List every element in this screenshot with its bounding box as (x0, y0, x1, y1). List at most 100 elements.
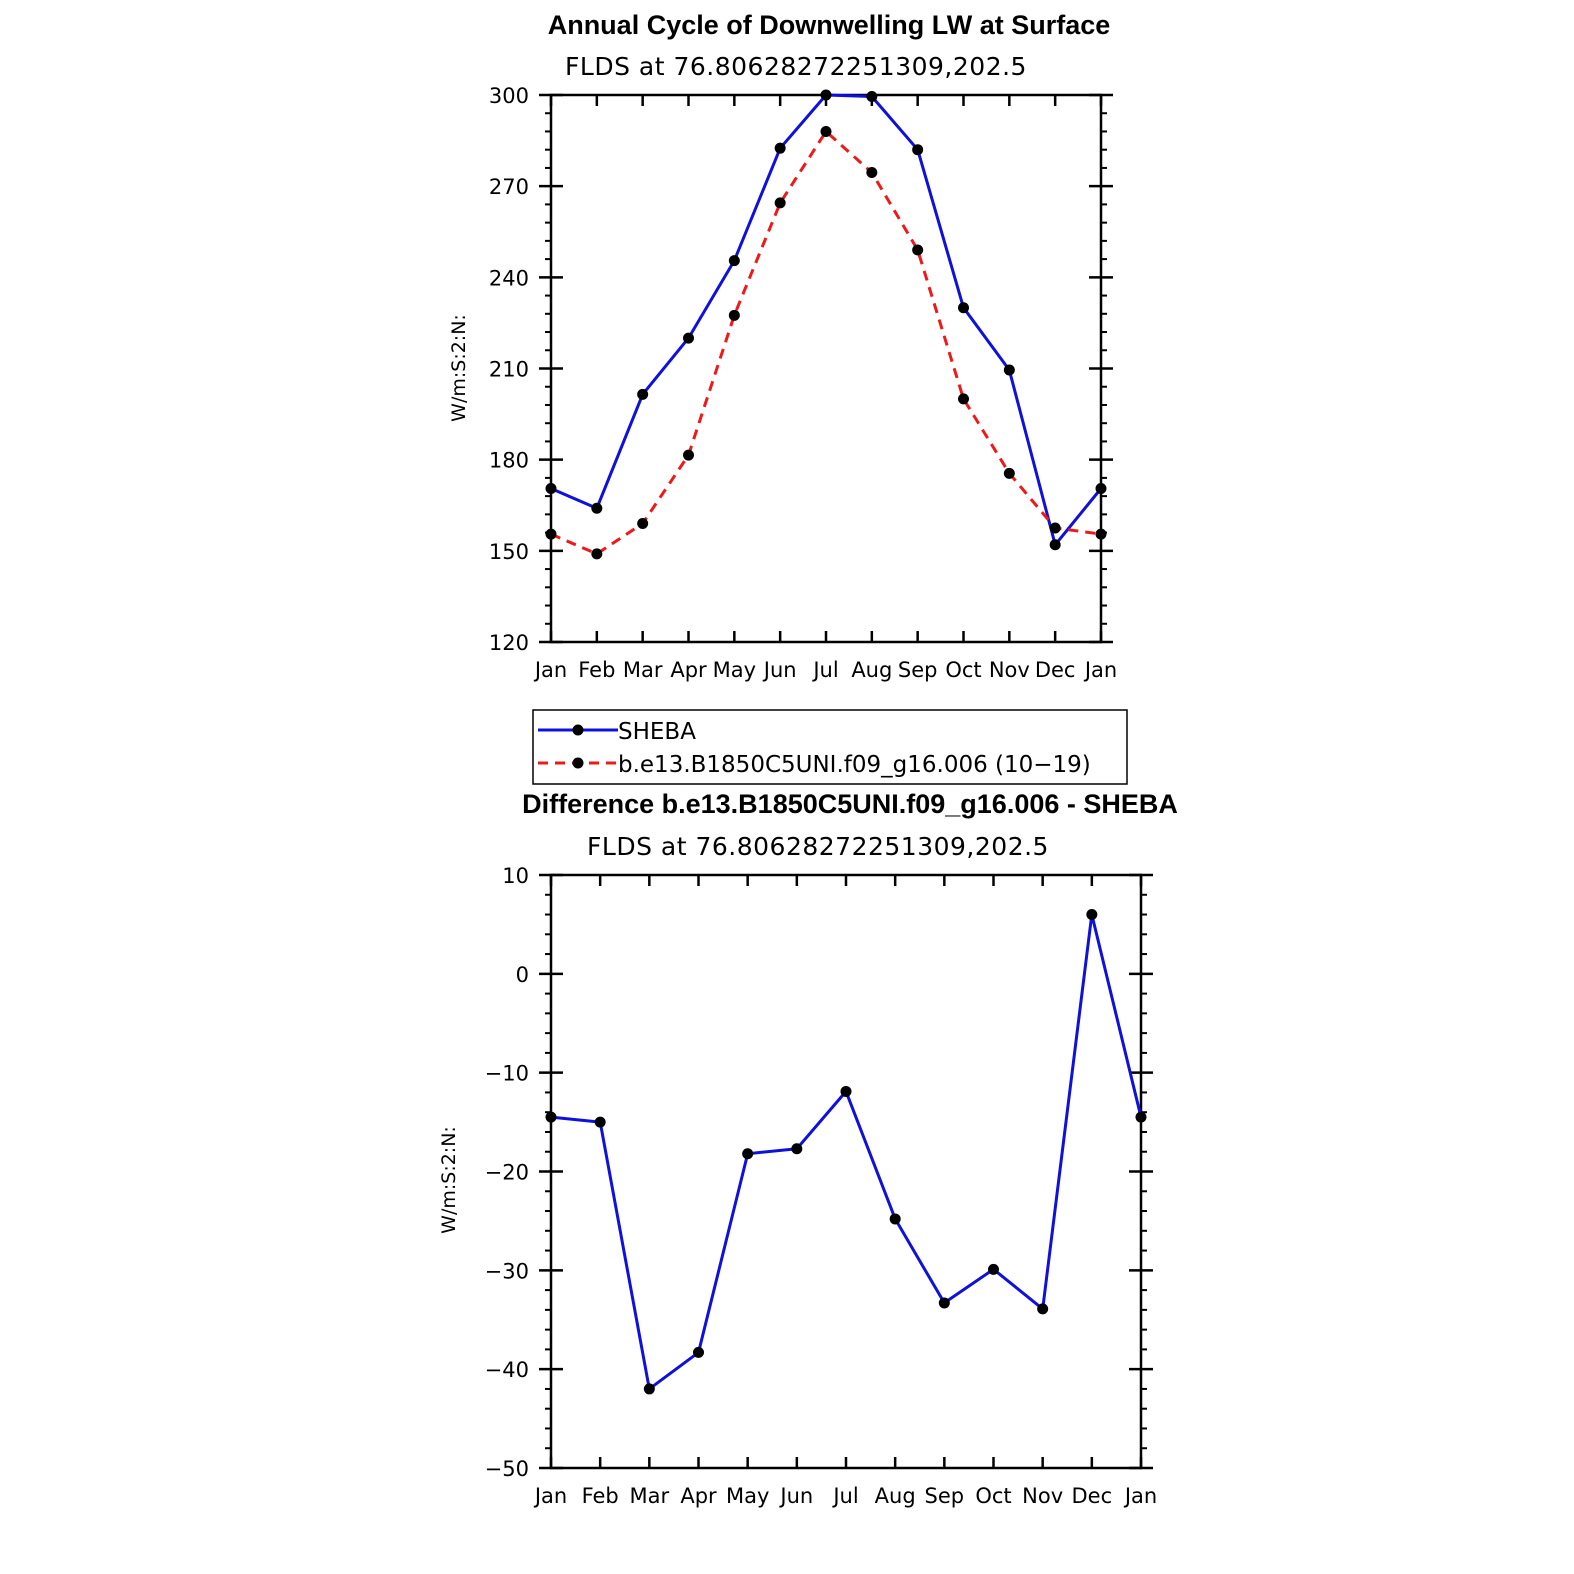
legend-marker-model (572, 757, 584, 769)
x-tick-label: Jul (831, 1484, 858, 1508)
chart-title: Difference b.e13.B1850C5UNI.f09_g16.006 … (522, 789, 1178, 819)
annual-cycle-panel: Annual Cycle of Downwelling LW at Surfac… (448, 10, 1117, 682)
plot-frame (549, 873, 1143, 1470)
series-group (545, 89, 1107, 560)
data-point (728, 309, 740, 321)
x-tick-label: Aug (851, 658, 892, 682)
chart-title: Annual Cycle of Downwelling LW at Surfac… (548, 10, 1111, 40)
data-point (1095, 483, 1107, 495)
data-point (866, 91, 878, 103)
data-point (591, 548, 603, 560)
series-line-0 (550, 93, 1103, 547)
y-tick-label: 240 (489, 266, 529, 290)
y-tick-label: −30 (485, 1259, 529, 1283)
x-tick-labels: Jan Feb Mar Apr May Jun Jul Aug Sep Oct Nov Dec Jan (533, 658, 1117, 682)
x-tick-label: Oct (975, 1484, 1011, 1508)
data-point (728, 255, 740, 267)
x-tick-label: Dec (1035, 658, 1076, 682)
data-point (938, 1297, 950, 1309)
y-tick-label: −10 (485, 1062, 529, 1086)
data-point (988, 1263, 999, 1275)
data-point (643, 1383, 655, 1395)
data-point (791, 1143, 803, 1155)
axes (539, 93, 1113, 644)
legend: SHEBA b.e13.B1850C5UNI.f09_g16.006 (10−1… (532, 709, 1128, 785)
y-tick-label: 210 (489, 358, 529, 382)
data-point (693, 1346, 704, 1358)
y-tick-labels: −50 −40 −30 −20 −10 0 10 (485, 864, 529, 1481)
data-point (683, 332, 694, 344)
y-tick-label: 150 (489, 540, 529, 564)
x-tick-label: Oct (945, 658, 981, 682)
y-tick-label: 270 (489, 175, 529, 199)
data-point (1086, 909, 1098, 921)
series-line-0 (550, 913, 1143, 1391)
x-tick-label: Jul (811, 658, 838, 682)
data-point (637, 517, 649, 529)
y-axis-label: W/m:S:2:N: (438, 1126, 460, 1234)
x-tick-label: May (713, 658, 756, 682)
x-tick-label: Aug (875, 1484, 916, 1508)
series-line-1 (550, 130, 1102, 556)
data-point (591, 502, 603, 514)
x-tick-label: Mar (623, 658, 663, 682)
data-point (545, 528, 557, 540)
y-tick-labels: 120 150 180 210 240 270 300 (489, 84, 529, 655)
x-tick-label: Feb (578, 658, 615, 682)
data-point (958, 393, 969, 405)
x-tick-label: Jan (533, 658, 567, 682)
y-tick-label: −20 (485, 1161, 529, 1185)
x-tick-label: Apr (670, 658, 707, 682)
data-point (774, 142, 786, 154)
x-tick-label: Jan (1123, 1484, 1157, 1508)
y-tick-label: 10 (502, 864, 529, 888)
legend-label-sheba: SHEBA (618, 719, 696, 745)
data-point (637, 388, 649, 400)
data-point (889, 1213, 901, 1225)
x-tick-label: Sep (925, 1484, 965, 1508)
data-point (912, 244, 924, 256)
legend-label-model: b.e13.B1850C5UNI.f09_g16.006 (10−19) (618, 752, 1091, 778)
data-point (958, 302, 969, 314)
data-point (1037, 1303, 1049, 1315)
data-point (1049, 522, 1061, 534)
data-point (594, 1116, 606, 1128)
x-tick-label: Nov (1022, 1484, 1063, 1508)
x-tick-label: Dec (1072, 1484, 1113, 1508)
data-point (1003, 467, 1015, 479)
x-tick-label: Jun (762, 658, 797, 682)
y-tick-label: 0 (516, 963, 529, 987)
y-axis-label: W/m:S:2:N: (448, 314, 470, 422)
data-point (820, 89, 832, 101)
y-tick-label: −50 (485, 1457, 529, 1481)
x-tick-label: Feb (582, 1484, 619, 1508)
y-tick-label: −40 (485, 1358, 529, 1382)
data-point (683, 449, 694, 461)
data-point (742, 1148, 754, 1160)
x-tick-label: Jun (778, 1484, 813, 1508)
y-tick-label: 120 (489, 631, 529, 655)
data-point (840, 1085, 852, 1097)
data-point (774, 197, 786, 209)
x-tick-label: Jan (533, 1484, 567, 1508)
data-point (545, 483, 557, 495)
data-point (1135, 1111, 1147, 1123)
x-tick-label: Apr (680, 1484, 717, 1508)
legend-box (532, 709, 1128, 785)
plot-frame (549, 93, 1103, 644)
x-tick-label: Nov (989, 658, 1030, 682)
axes (539, 873, 1153, 1470)
y-tick-label: 300 (489, 84, 529, 108)
data-point (1003, 364, 1015, 376)
x-tick-labels: Jan Feb Mar Apr May Jun Jul Aug Sep Oct Nov Dec Jan (533, 1484, 1157, 1508)
data-point (866, 166, 878, 178)
y-tick-label: 180 (489, 449, 529, 473)
x-tick-label: May (726, 1484, 769, 1508)
x-tick-label: Sep (898, 658, 938, 682)
legend-marker-sheba (572, 724, 584, 736)
data-point (1095, 528, 1107, 540)
series-group (545, 909, 1147, 1395)
chart-subtitle: FLDS at 76.80628272251309,202.5 (587, 832, 1049, 861)
difference-panel: Difference b.e13.B1850C5UNI.f09_g16.006 … (438, 789, 1178, 1508)
